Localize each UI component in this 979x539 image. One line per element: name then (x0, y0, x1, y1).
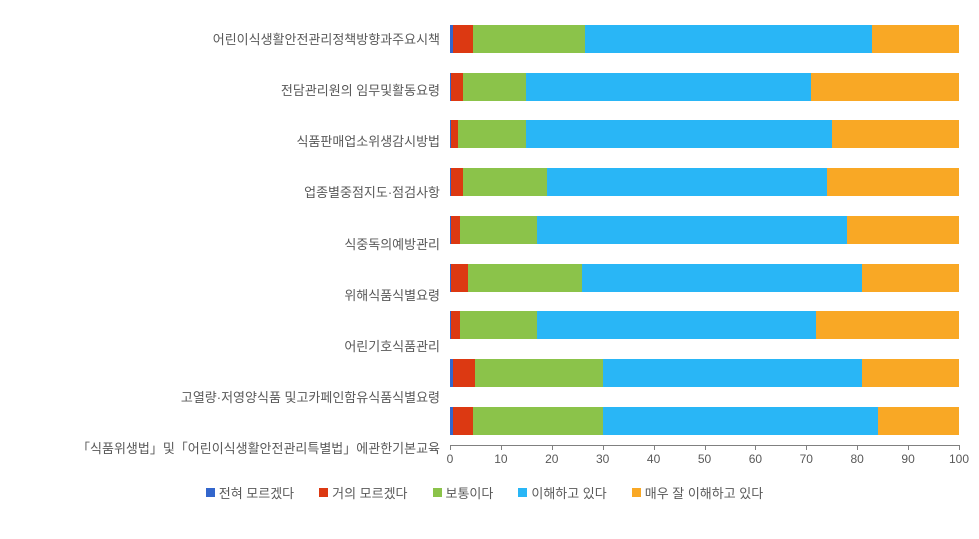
tick-label: 40 (647, 452, 660, 466)
legend-label: 거의 모르겠다 (332, 483, 407, 502)
bar-segment (458, 120, 527, 148)
legend-item: 전혀 모르겠다 (206, 483, 294, 502)
bar-row (450, 120, 959, 148)
bar-row (450, 168, 959, 196)
bar-segment (816, 311, 959, 339)
category-label: 어린이식생활안전관리정책방향과주요시책 (10, 32, 440, 49)
bar-segment (451, 311, 460, 339)
plot-column: 0102030405060708090100 (450, 15, 959, 475)
category-label: 고열량·저영양식품 및고카페인함유식품식별요령 (10, 390, 440, 407)
bar-row (450, 216, 959, 244)
bar-segment (832, 120, 959, 148)
category-label: 어린기호식품관리 (10, 339, 440, 356)
tick-mark (501, 445, 502, 450)
bar-segment (878, 407, 959, 435)
bar-segment (453, 359, 476, 387)
bar-row (450, 73, 959, 101)
bar-segment (460, 216, 536, 244)
tick-label: 90 (901, 452, 914, 466)
tick-label: 100 (949, 452, 969, 466)
bar-segment (526, 120, 831, 148)
bar-segment (547, 168, 827, 196)
tick-label: 80 (851, 452, 864, 466)
bar-segment (451, 216, 460, 244)
bar-segment (811, 73, 959, 101)
legend-swatch (518, 488, 527, 497)
legend-label: 이해하고 있다 (531, 483, 606, 502)
bar-segment (460, 311, 536, 339)
bar-segment (582, 264, 862, 292)
tick-mark (450, 445, 451, 450)
x-axis: 0102030405060708090100 (450, 450, 959, 475)
category-labels-column: 어린이식생활안전관리정책방향과주요시책전담관리원의 임무및활동요령식품판매업소위… (10, 15, 450, 475)
bar-row (450, 25, 959, 53)
tick-mark (603, 445, 604, 450)
bar-row (450, 311, 959, 339)
tick-mark (755, 445, 756, 450)
bar-segment (451, 120, 458, 148)
tick-mark (908, 445, 909, 450)
tick-mark (705, 445, 706, 450)
bar-segment (453, 25, 473, 53)
category-label: 식중독의예방관리 (10, 237, 440, 254)
category-label: 업종별중점지도·점검사항 (10, 185, 440, 202)
tick-label: 60 (749, 452, 762, 466)
legend-swatch (433, 488, 442, 497)
bar-segment (603, 407, 878, 435)
legend-label: 보통이다 (446, 483, 494, 502)
bar-segment (862, 359, 959, 387)
bar-segment (451, 264, 468, 292)
chart-container: 어린이식생활안전관리정책방향과주요시책전담관리원의 임무및활동요령식품판매업소위… (10, 15, 959, 475)
category-label: 「식품위생법」및「어린이식생활안전관리특별법」에관한기본교육 (10, 441, 440, 458)
bar-segment (451, 168, 463, 196)
tick-mark (552, 445, 553, 450)
category-label: 식품판매업소위생감시방법 (10, 134, 440, 151)
bar-segment (451, 73, 463, 101)
category-label: 위해식품식별요령 (10, 288, 440, 305)
tick-mark (806, 445, 807, 450)
legend-label: 매우 잘 이해하고 있다 (645, 483, 763, 502)
bar-segment (473, 25, 585, 53)
tick-label: 10 (494, 452, 507, 466)
bar-segment (526, 73, 811, 101)
tick-mark (857, 445, 858, 450)
bar-segment (872, 25, 959, 53)
legend: 전혀 모르겠다 거의 모르겠다 보통이다 이해하고 있다 매우 잘 이해하고 있다 (10, 483, 959, 502)
tick-label: 20 (545, 452, 558, 466)
tick-mark (654, 445, 655, 450)
bars-area (450, 15, 959, 446)
bar-row (450, 407, 959, 435)
legend-swatch (632, 488, 641, 497)
legend-swatch (206, 488, 215, 497)
bar-segment (475, 359, 602, 387)
tick-mark (959, 445, 960, 450)
bar-row (450, 359, 959, 387)
bar-segment (473, 407, 603, 435)
bar-segment (537, 311, 817, 339)
bar-segment (463, 168, 547, 196)
tick-label: 0 (447, 452, 454, 466)
legend-swatch (319, 488, 328, 497)
bar-segment (862, 264, 959, 292)
bar-row (450, 264, 959, 292)
bar-segment (827, 168, 959, 196)
bar-segment (585, 25, 873, 53)
legend-label: 전혀 모르겠다 (219, 483, 294, 502)
bar-segment (468, 264, 583, 292)
tick-label: 30 (596, 452, 609, 466)
bar-segment (463, 73, 527, 101)
bar-segment (453, 407, 473, 435)
bar-segment (603, 359, 863, 387)
legend-item: 거의 모르겠다 (319, 483, 407, 502)
legend-item: 이해하고 있다 (518, 483, 606, 502)
tick-label: 70 (800, 452, 813, 466)
tick-label: 50 (698, 452, 711, 466)
bar-segment (537, 216, 847, 244)
legend-item: 매우 잘 이해하고 있다 (632, 483, 763, 502)
category-label: 전담관리원의 임무및활동요령 (10, 83, 440, 100)
legend-item: 보통이다 (433, 483, 494, 502)
bar-segment (847, 216, 959, 244)
